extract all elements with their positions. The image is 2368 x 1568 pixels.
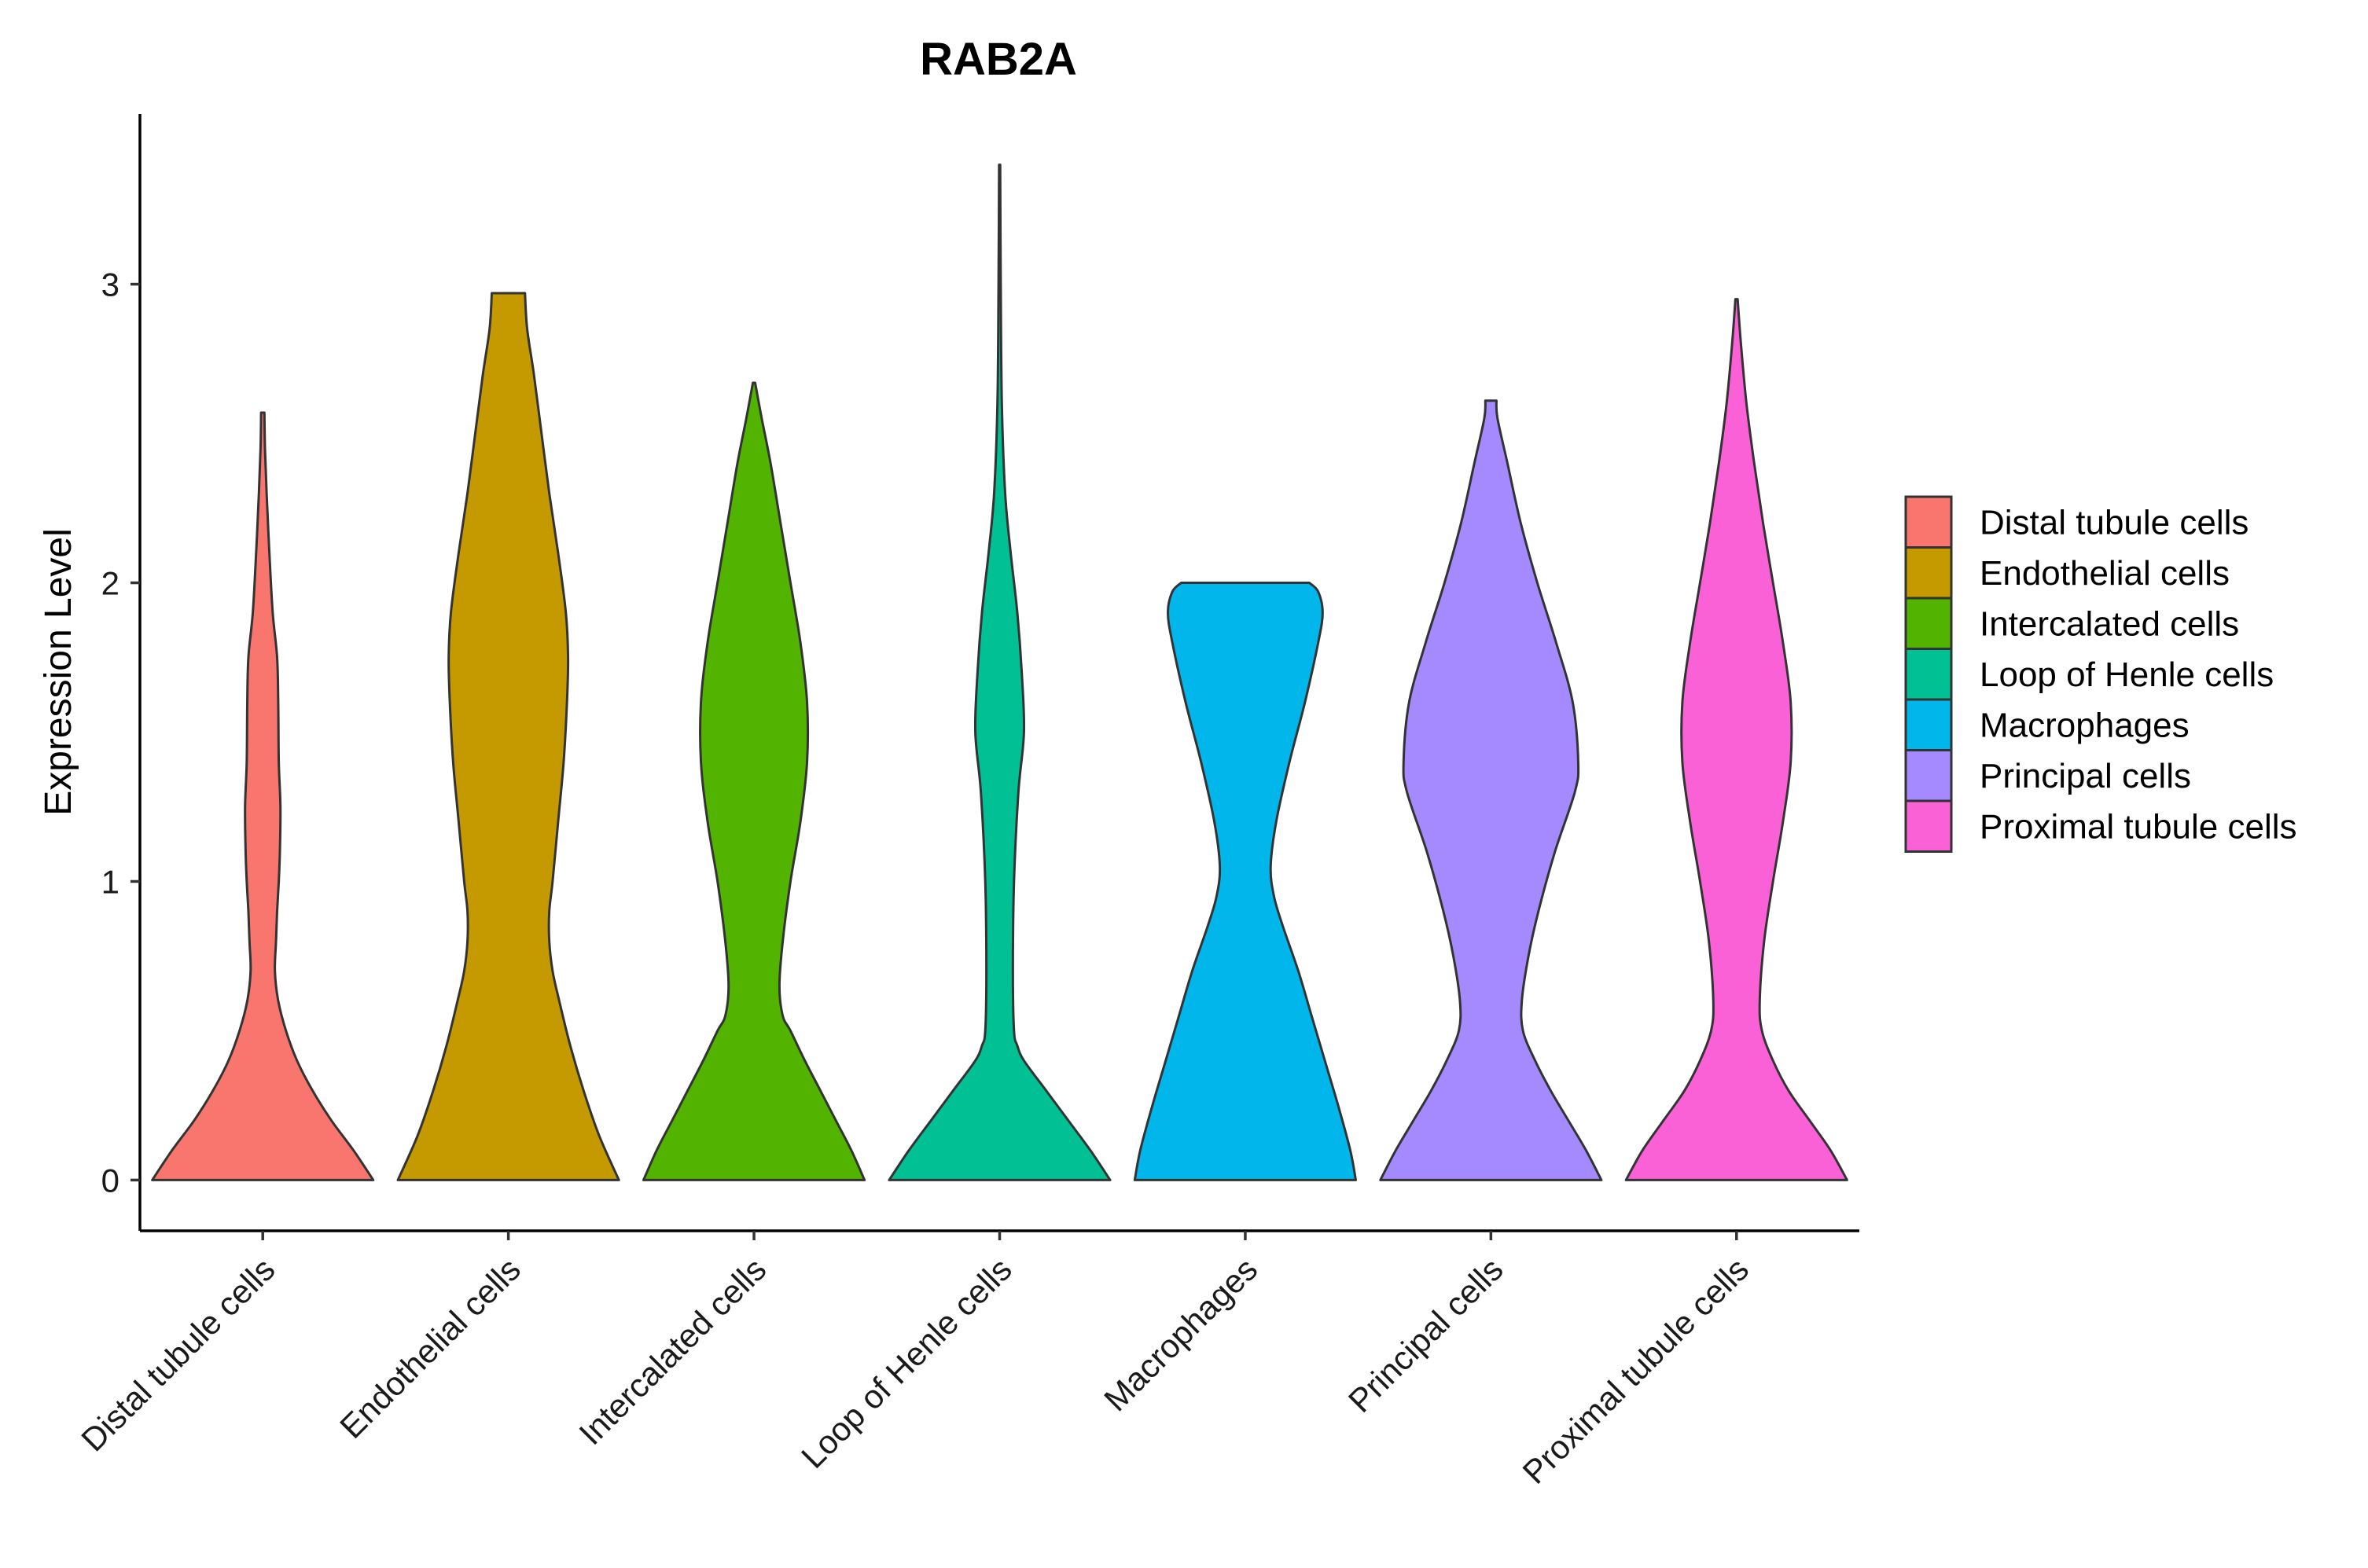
y-tick-label: 0	[101, 1162, 120, 1199]
legend-label-endothelial-cells: Endothelial cells	[1980, 554, 2230, 593]
y-axis-title: Expression Level	[38, 528, 79, 816]
y-axis: 0 1 2 3	[101, 114, 142, 1231]
x-tick-label-proximal-tubule-cells: Proximal tubule cells	[1516, 1250, 1756, 1491]
y-tick-label: 3	[101, 266, 120, 303]
legend-key-proximal-tubule-cells	[1904, 799, 1953, 853]
violin-endothelial-cells	[396, 292, 620, 1181]
y-tick-label: 2	[101, 565, 120, 602]
legend-key-distal-tubule-cells	[1904, 495, 1953, 549]
legend-label-distal-tubule-cells: Distal tubule cells	[1980, 503, 2248, 542]
chart-title: RAB2A	[920, 34, 1077, 85]
legend-key-macrophages	[1904, 698, 1953, 751]
legend-label-intercalated-cells: Intercalated cells	[1980, 604, 2239, 643]
legend-label-proximal-tubule-cells: Proximal tubule cells	[1980, 807, 2297, 846]
violin-group	[151, 163, 1848, 1181]
x-tick-label-endothelial-cells: Endothelial cells	[333, 1250, 528, 1445]
x-tick-label-macrophages: Macrophages	[1097, 1250, 1264, 1418]
x-tick-label-loop-of-henle-cells: Loop of Henle cells	[794, 1250, 1019, 1475]
y-tick-label: 1	[101, 863, 120, 900]
legend-label-macrophages: Macrophages	[1980, 706, 2190, 744]
legend: Distal tubule cells Endothelial cells Inte…	[1904, 495, 2297, 853]
x-tick-label-distal-tubule-cells: Distal tubule cells	[74, 1250, 281, 1458]
x-axis: Distal tubule cells Endothelial cells Inte…	[74, 1229, 1859, 1491]
x-tick-label-principal-cells: Principal cells	[1341, 1250, 1510, 1419]
violin-intercalated-cells	[642, 381, 866, 1181]
violin-loop-of-henle-cells	[888, 163, 1112, 1181]
legend-key-principal-cells	[1904, 749, 1953, 802]
violin-macrophages	[1133, 582, 1358, 1181]
legend-label-principal-cells: Principal cells	[1980, 757, 2191, 795]
violin-proximal-tubule-cells	[1624, 298, 1848, 1181]
violin-principal-cells	[1379, 399, 1603, 1181]
x-tick-label-intercalated-cells: Intercalated cells	[572, 1250, 773, 1452]
legend-key-loop-of-henle-cells	[1904, 648, 1953, 701]
legend-key-intercalated-cells	[1904, 597, 1953, 650]
legend-key-endothelial-cells	[1904, 546, 1953, 600]
violin-distal-tubule-cells	[151, 411, 375, 1181]
legend-label-loop-of-henle-cells: Loop of Henle cells	[1980, 655, 2274, 694]
